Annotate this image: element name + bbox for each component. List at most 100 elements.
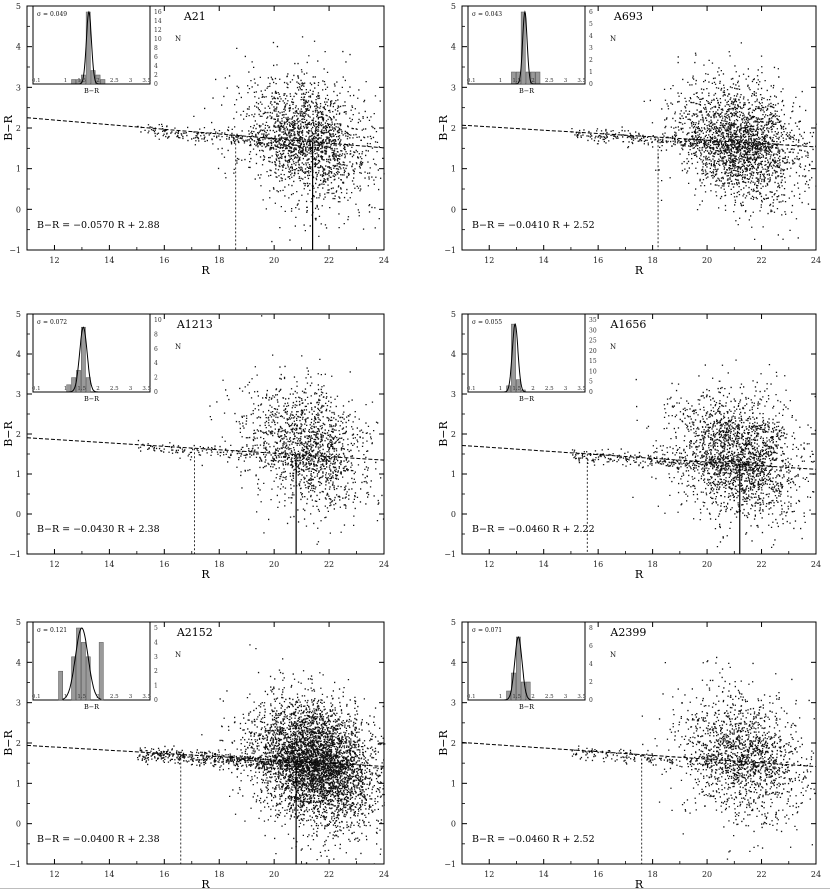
x-tick-label: 24 — [811, 256, 821, 265]
gaussian-fit-curve — [505, 10, 545, 85]
inset-y-tick-label: 4 — [589, 33, 593, 40]
y-tick-label: −1 — [444, 860, 456, 869]
x-tick-label: 20 — [702, 560, 712, 569]
inset-x-tick-label: 3 — [129, 694, 133, 700]
inset-x-tick-label: 1 — [64, 694, 68, 700]
inset-x-tick-label: 2 — [531, 694, 535, 700]
y-tick-label: 3 — [451, 699, 456, 708]
x-tick-label: 14 — [104, 256, 114, 265]
inset-x-tick-label: 1 — [64, 386, 68, 392]
inset-histogram: 0.1 1 1.5 2 2.5 3 3.5 B−R σ = 0.055 0 5 10 15 20 25 30 3… — [467, 313, 616, 403]
inset-sigma-label: σ = 0.049 — [37, 11, 67, 18]
y-tick-label: 0 — [451, 820, 456, 829]
histogram-bar — [100, 79, 106, 85]
y-tick-label: −1 — [444, 246, 456, 255]
inset-x-tick-label: 1.5 — [77, 694, 86, 700]
x-axis-label: R — [635, 264, 644, 277]
y-tick-label: 2 — [451, 430, 456, 439]
y-tick-label: 3 — [451, 390, 456, 399]
y-tick-label: 4 — [451, 350, 456, 359]
inset-x-tick-label: 0.1 — [32, 386, 41, 392]
inset-sigma-label: σ = 0.072 — [37, 319, 67, 326]
inset-x-tick-label: 2.5 — [110, 694, 119, 700]
x-tick-label: 16 — [593, 560, 603, 569]
x-tick-label: 20 — [702, 870, 712, 879]
inset-y-tick-label: 30 — [589, 327, 597, 334]
gaussian-fit-curve — [498, 636, 538, 701]
inset-y-tick-label: 8 — [154, 331, 158, 338]
red-sequence-fit-line — [26, 117, 385, 149]
x-tick-label: 22 — [324, 560, 334, 569]
inset-y-tick-label: 15 — [589, 358, 597, 365]
x-tick-label: 18 — [214, 256, 224, 265]
inset-y-tick-label: 2 — [154, 72, 158, 79]
x-tick-label: 20 — [269, 560, 279, 569]
inset-x-tick-label: 0.1 — [467, 694, 476, 700]
inset-y-tick-label: 10 — [154, 36, 162, 43]
y-tick-label: 1 — [451, 165, 456, 174]
inset-x-tick-label: 3.5 — [577, 386, 586, 392]
inset-x-tick-label: 3.5 — [577, 694, 586, 700]
inset-x-tick-label: 3 — [564, 386, 568, 392]
gaussian-fit-curve — [69, 10, 109, 85]
relation-annotation: B−R = −0.0460 R + 2.52 — [472, 834, 595, 845]
y-tick-label: 0 — [451, 510, 456, 519]
x-tick-label: 12 — [484, 870, 494, 879]
y-tick-label: 2 — [451, 124, 456, 133]
inset-y-tick-label: 20 — [589, 348, 597, 355]
histogram-bar — [516, 71, 521, 85]
inset-x-tick-label: 1 — [499, 78, 503, 84]
x-axis-label: R — [201, 878, 210, 891]
inset-frame — [467, 313, 586, 393]
inset-y-tick-label: 0 — [589, 81, 593, 88]
histogram-bar — [85, 11, 91, 85]
scatter-points — [571, 42, 817, 241]
x-tick-label: 14 — [104, 870, 114, 879]
x-tick-label: 18 — [648, 560, 658, 569]
histogram-bar — [516, 636, 521, 701]
inset-histogram: 0.1 1 1.5 2 2.5 3 3.5 B−R σ = 0.071 0 2 4 6 8 N — [467, 621, 616, 711]
x-tick-label: 14 — [539, 256, 549, 265]
x-tick-label: 12 — [49, 560, 59, 569]
inset-x-axis-label: B−R — [519, 395, 535, 403]
histogram-bar — [81, 326, 86, 393]
panel-title: A2399 — [609, 626, 646, 639]
inset-frame — [32, 621, 151, 701]
y-tick-label: 0 — [16, 205, 21, 214]
y-tick-label: 1 — [451, 470, 456, 479]
histogram-bar — [76, 627, 81, 701]
panel-title: A1213 — [176, 318, 213, 331]
inset-y-tick-label: 2 — [589, 57, 593, 64]
y-tick-label: 3 — [16, 83, 21, 92]
inset-y-tick-label: 6 — [154, 54, 158, 61]
inset-x-tick-label: 1.5 — [77, 386, 86, 392]
inset-x-tick-label: 1 — [499, 386, 503, 392]
gaussian-fit-curve — [62, 627, 102, 700]
histogram-bar — [85, 656, 91, 701]
x-axis-label: R — [201, 568, 210, 581]
inset-x-tick-label: 0.1 — [467, 78, 476, 84]
x-tick-label: 24 — [811, 870, 821, 879]
x-tick-label: 12 — [49, 870, 59, 879]
x-tick-label: 20 — [269, 870, 279, 879]
inset-x-tick-label: 3 — [564, 694, 568, 700]
panel-title: A21 — [183, 10, 206, 23]
x-tick-label: 16 — [159, 560, 169, 569]
inset-x-axis-label: B−R — [84, 395, 100, 403]
inset-x-tick-label: 2 — [96, 386, 100, 392]
inset-sigma-label: σ = 0.055 — [472, 319, 502, 326]
x-tick-label: 16 — [159, 870, 169, 879]
inset-x-tick-label: 2.5 — [545, 694, 554, 700]
panel-title: A2152 — [176, 626, 213, 639]
inset-y-tick-label: 5 — [589, 379, 593, 386]
relation-annotation: B−R = −0.0460 R + 2.22 — [472, 524, 595, 535]
inset-sigma-label: σ = 0.043 — [472, 11, 502, 18]
red-sequence-fit-line — [461, 741, 817, 768]
y-tick-label: 0 — [451, 205, 456, 214]
x-tick-label: 16 — [593, 256, 603, 265]
inset-y-axis-label: N — [175, 343, 181, 351]
y-axis-label: B−R — [2, 420, 15, 446]
x-axis-label: R — [635, 878, 644, 891]
